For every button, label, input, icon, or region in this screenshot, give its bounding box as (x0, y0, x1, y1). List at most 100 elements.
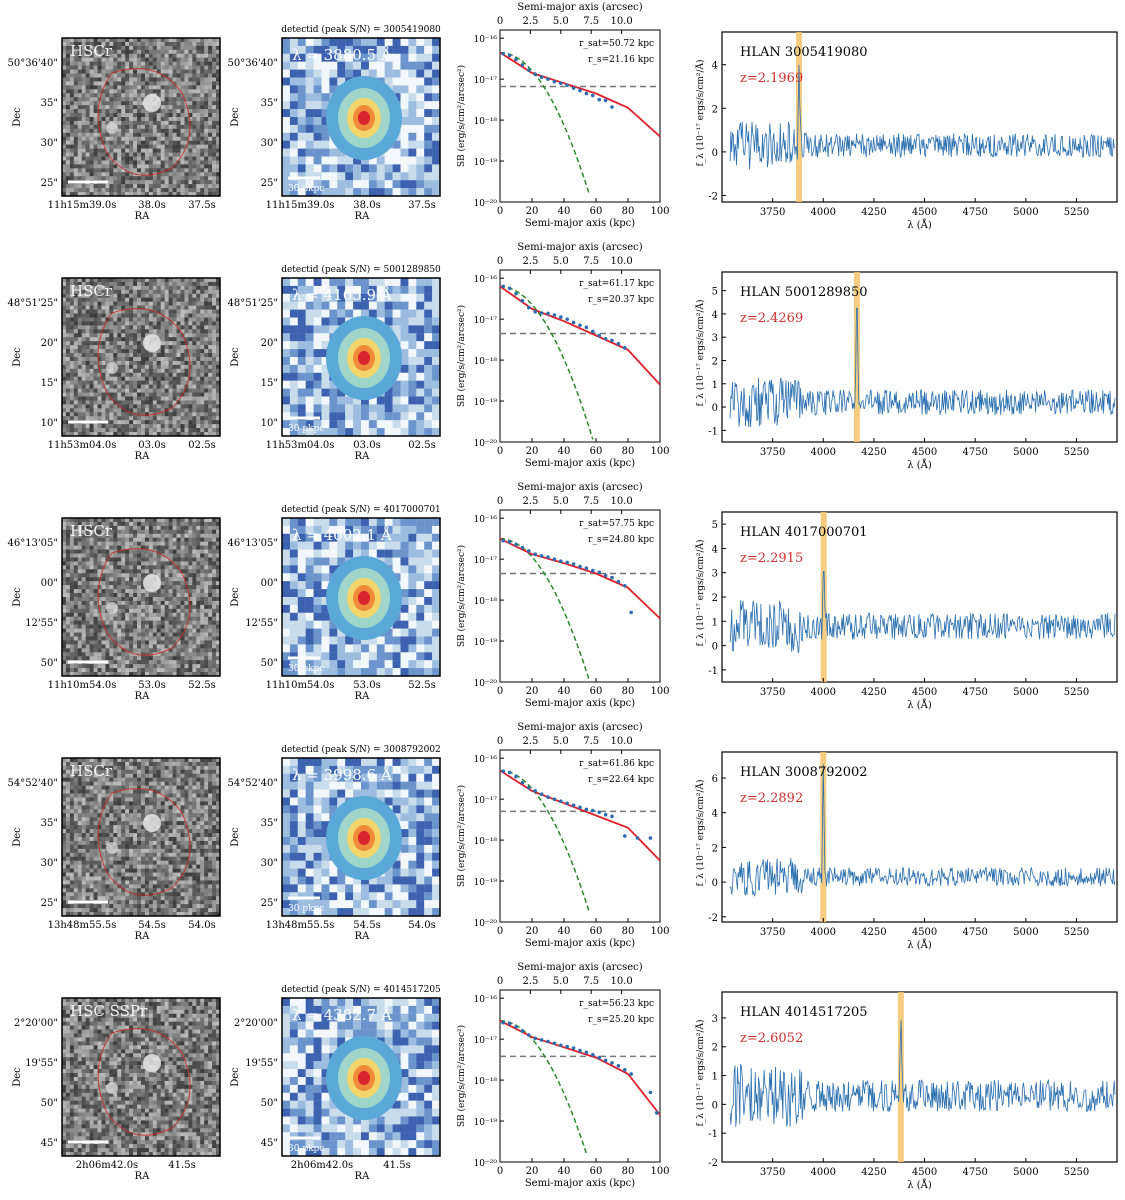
sb-data-point (514, 543, 518, 547)
dec-tick-label: 50" (261, 1098, 278, 1109)
sb-y-axis-label: SB (erg/s/cm²/arcsec²) (456, 305, 467, 407)
dec-axis-label: Dec (230, 107, 241, 127)
lya-map-frame (281, 757, 441, 917)
sb-top-tick-label: 0 (497, 256, 503, 267)
sb-data-point (546, 795, 550, 799)
sb-data-point (565, 317, 569, 321)
line-highlight (820, 512, 827, 682)
dec-tick-label: 10" (41, 418, 58, 429)
spec-x-tick-label: 4250 (861, 447, 886, 458)
lya-contour (97, 68, 191, 176)
sb-data-point (623, 346, 627, 350)
sb-data-point (571, 803, 576, 808)
sb-data-point (571, 320, 576, 325)
sb-top-tick-label: 2.5 (522, 16, 538, 27)
dec-tick-label: 19'55" (25, 1058, 58, 1069)
ra-axis-label: RA (355, 1171, 371, 1182)
sb-data-point (610, 338, 614, 343)
sb-y-tick-label: 10⁻¹⁹ (474, 638, 498, 648)
spec-x-tick-label: 4750 (962, 1167, 987, 1178)
sb-data-point (527, 549, 531, 553)
spec-x-tick-label: 5250 (1064, 447, 1089, 458)
hsc-image-frame (61, 277, 221, 437)
sb-data-point (559, 315, 563, 319)
sb-data-point (507, 1021, 512, 1026)
sb-y-axis-label: SB (erg/s/cm²/arcsec²) (456, 1025, 467, 1127)
sb-data-point (501, 284, 505, 289)
lya-map-panel: detectid (peak S/N) = 3008792002 λ = 3998… (227, 744, 441, 942)
sb-x-tick-label: 80 (622, 1166, 635, 1177)
source-blob (143, 814, 161, 832)
sb-y-tick-label: 10⁻¹⁶ (474, 275, 498, 285)
spectrum-name: HLAN 4017000701 (740, 525, 868, 540)
spec-x-tick-label: 4500 (912, 687, 937, 698)
dec-tick-label: 00" (41, 578, 58, 589)
dec-tick-label: 35" (261, 818, 278, 829)
ra-axis-label: RA (135, 451, 151, 462)
spec-x-axis-label: λ (Å) (907, 1179, 932, 1191)
sb-data-point (603, 812, 608, 817)
sb-rsat-label: r_sat=61.17 kpc (579, 279, 654, 289)
sb-data-point (514, 291, 518, 296)
hsc-noise (62, 998, 221, 1157)
detectid-title: detectid (peak S/N) = 4014517205 (281, 984, 441, 995)
sb-y-tick-label: 10⁻¹⁷ (474, 556, 498, 566)
sb-data-point (552, 313, 557, 317)
spec-y-tick-label: 0 (712, 878, 718, 889)
sb-profile-panel: Semi-major axis (arcsec) 0 2.5 5.0 7.5 10.0 0 2… (456, 962, 670, 1189)
ra-tick-label: 54.0s (408, 920, 435, 931)
spec-y-tick-label: 1 (712, 617, 718, 628)
dec-tick-label: 46°13'05" (7, 538, 58, 549)
hsc-noise (62, 518, 221, 677)
dec-axis-label: Dec (230, 1067, 241, 1087)
ra-tick-label: 37.5s (408, 200, 435, 211)
spectrum-name: HLAN 5001289850 (740, 285, 868, 300)
spectrum-axes (721, 991, 1118, 1163)
sb-data-point (539, 75, 544, 79)
sb-x-axis-label: Semi-major axis (kpc) (525, 458, 635, 469)
lya-map-cells (282, 518, 441, 677)
sb-x-tick-label: 80 (622, 206, 635, 217)
spec-x-tick-label: 4250 (861, 1167, 886, 1178)
sb-data-point (597, 97, 601, 102)
lya-contour (97, 788, 191, 896)
dec-tick-label: 45" (261, 1138, 278, 1149)
ra-axis-label: RA (135, 211, 151, 222)
dec-tick-label: 30" (261, 138, 278, 149)
hsc-image-frame (61, 757, 221, 917)
source-blob (106, 842, 118, 854)
lambda-label: λ = 3880.5 Å (292, 46, 392, 64)
sb-data-point (610, 814, 614, 819)
spectrum-panel: 3750 4000 4250 4500 4750 5000 5250 λ (Å) -1 0 1 2 3 4… (695, 271, 1118, 471)
hsc-image-panel: HSCr 54°52'40" 35" 30" 25" Dec 13h48m55.5s 54.5… (7, 757, 221, 942)
spec-x-tick-label: 3750 (760, 927, 785, 938)
sb-rs-label: r_s=25.20 kpc (588, 1015, 654, 1025)
sb-data-point (559, 81, 563, 86)
sb-profile-panel: Semi-major axis (arcsec) 0 2.5 5.0 7.5 10.0 0 2… (456, 482, 670, 709)
sb-y-tick-label: 10⁻¹⁶ (474, 755, 498, 765)
sb-top-tick-label: 2.5 (522, 736, 538, 747)
lya-map-panel: detectid (peak S/N) = 4017000701 λ = 4002… (227, 504, 441, 702)
sb-data-point (623, 1068, 627, 1072)
sb-data-point (565, 83, 569, 88)
sb-data-point (597, 570, 601, 575)
sb-data-point (565, 1044, 569, 1049)
ra-axis-label: RA (355, 451, 371, 462)
spec-y-tick-label: 4 (712, 61, 718, 72)
sb-y-axis-label: SB (erg/s/cm²/arcsec²) (456, 785, 467, 887)
sb-data-point (616, 1063, 621, 1068)
sb-y-axis-label: SB (erg/s/cm²/arcsec²) (456, 65, 467, 167)
sb-x-tick-label: 100 (650, 206, 669, 217)
lya-map-frame (281, 517, 441, 677)
spec-y-tick-label: -1 (708, 426, 718, 437)
sb-axes (499, 749, 661, 923)
dec-tick-label: 54°52'40" (227, 778, 278, 789)
sb-data-point (520, 1029, 525, 1033)
sb-top-tick-label: 0 (497, 16, 503, 27)
sb-rs-label: r_s=20.37 kpc (588, 295, 654, 305)
spectrum-redshift: z=2.4269 (740, 311, 803, 326)
sb-x-tick-label: 100 (650, 686, 669, 697)
sb-y-tick-label: 10⁻¹⁸ (474, 117, 498, 127)
sb-x-tick-label: 20 (526, 686, 539, 697)
sb-data-point (571, 562, 576, 566)
